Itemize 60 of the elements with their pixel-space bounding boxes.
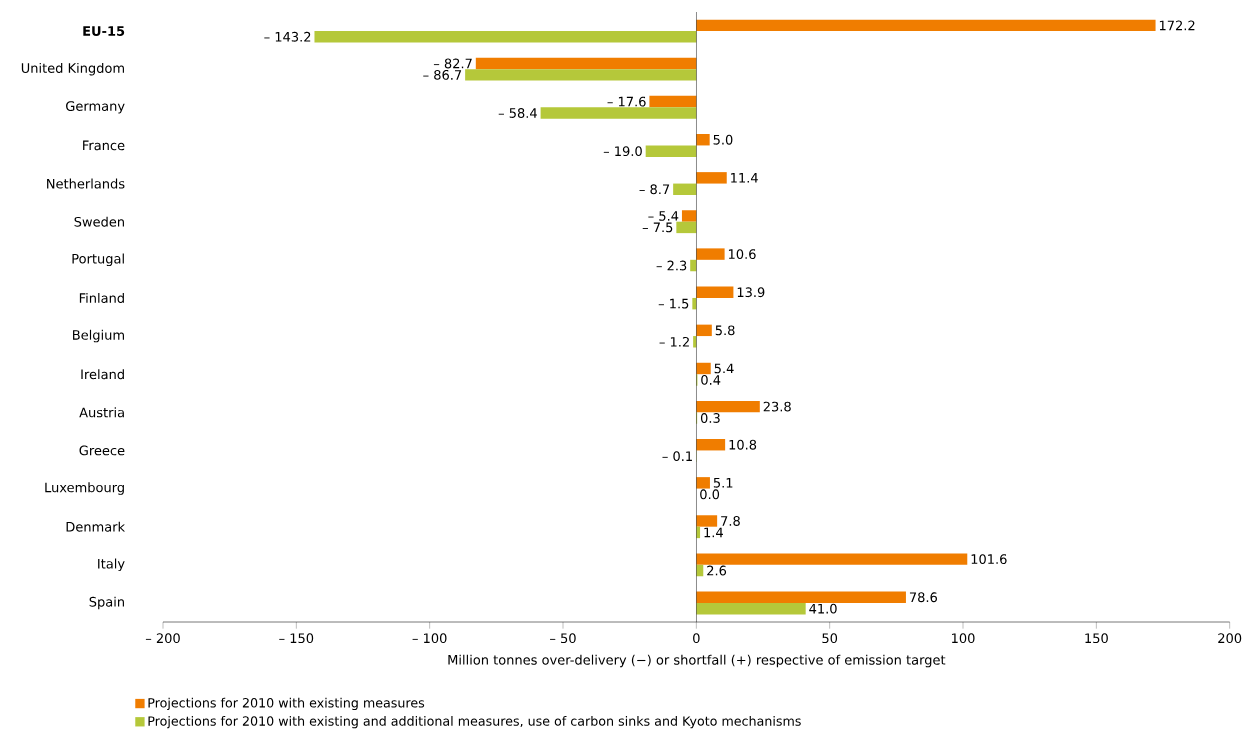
data-label: 78.6 (909, 592, 938, 603)
data-label: – 8.7 (639, 184, 670, 195)
legend-label: Projections for 2010 with existing and additional measures, use of carbon sinks and Kyoto mechanisms (148, 716, 801, 729)
y-tick-label: Sweden (74, 216, 124, 227)
data-label: 172.2 (1159, 20, 1195, 31)
x-tick-label: 50 (822, 633, 838, 644)
x-tick-label: – 100 (412, 633, 447, 644)
data-label: 41.0 (809, 603, 837, 614)
data-label: – 58.4 (498, 108, 537, 118)
x-tick-label: 150 (1085, 633, 1108, 644)
data-label: – 5.4 (648, 211, 679, 221)
data-label: – 19.0 (603, 146, 642, 157)
y-tick-label: Luxembourg (45, 482, 124, 495)
data-label: 0.0 (700, 489, 720, 500)
data-label: 5.1 (713, 478, 733, 488)
legend-label: Projections for 2010 with existing measures (148, 697, 425, 711)
y-tick-label: United Kingdom (21, 62, 124, 76)
x-tick-label: – 150 (279, 633, 314, 644)
y-tick-label: Portugal (72, 253, 124, 267)
y-tick-label: Finland (79, 292, 124, 303)
data-label: – 86.7 (423, 69, 462, 80)
data-label: – 0.1 (662, 451, 692, 462)
data-label: 1.4 (704, 527, 723, 538)
data-label: 10.8 (729, 439, 757, 450)
y-tick-label: Netherlands (47, 178, 125, 189)
y-tick-label: Denmark (66, 521, 126, 532)
data-label: – 7.5 (642, 222, 673, 233)
x-tick-label: 200 (1218, 633, 1242, 644)
y-tick-label: EU-15 (83, 26, 125, 36)
data-label: 0.4 (701, 374, 721, 385)
data-label: 13.9 (737, 287, 765, 298)
y-tick-label: Ireland (81, 369, 124, 380)
data-label: – 82.7 (433, 58, 472, 69)
data-label: 5.0 (713, 134, 733, 145)
data-label: 10.6 (728, 249, 756, 260)
y-tick-label: Germany (66, 101, 125, 114)
data-label: 7.8 (721, 516, 740, 526)
y-tick-label: Greece (79, 445, 125, 456)
y-tick-label: Spain (89, 596, 124, 610)
data-label: 2.6 (707, 565, 727, 576)
x-tick-label: 0 (693, 633, 700, 644)
data-label: 5.8 (715, 325, 735, 336)
y-tick-label: Austria (79, 407, 124, 418)
data-label: – 2.3 (656, 260, 687, 271)
x-axis-title: Million tonnes over-delivery (−) or shortfall (+) respective of emission target (448, 654, 946, 668)
data-label: – 1.5 (658, 298, 689, 309)
data-label: – 1.2 (659, 336, 689, 347)
data-label: 0.3 (700, 413, 720, 423)
data-label: 101.6 (971, 554, 1007, 565)
x-tick-label: – 50 (550, 633, 576, 644)
y-tick-label: Belgium (73, 329, 124, 343)
data-label: 5.4 (714, 363, 734, 374)
data-label: – 143.2 (264, 31, 311, 42)
data-label: – 17.6 (607, 96, 646, 107)
y-tick-label: Italy (98, 558, 125, 572)
y-tick-label: France (83, 140, 125, 151)
x-tick-label: 100 (952, 633, 975, 644)
x-tick-label: – 200 (145, 633, 180, 644)
data-label: 11.4 (731, 173, 758, 183)
data-label: 23.8 (763, 401, 791, 412)
